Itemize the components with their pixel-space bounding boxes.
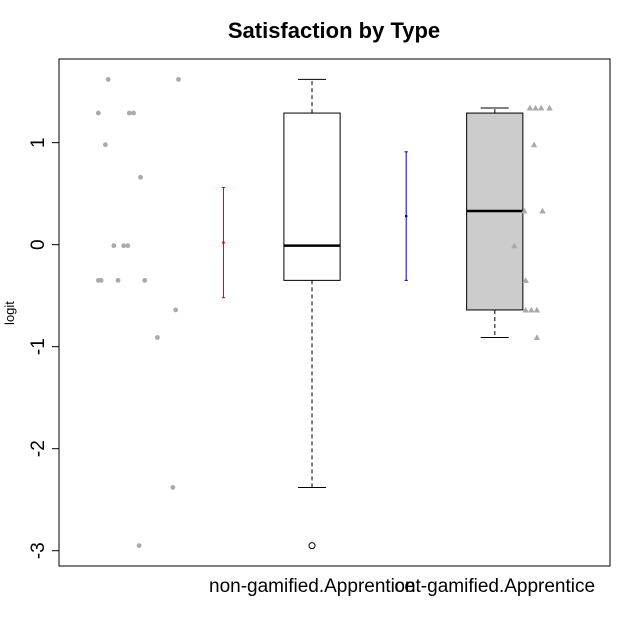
- x-tick-label: ont-gamified.Apprentice: [394, 576, 595, 597]
- x-tick-label: non-gamified.Apprentice: [209, 576, 415, 597]
- data-point: [521, 207, 528, 214]
- y-axis-label: logit: [2, 301, 17, 325]
- data-point: [95, 110, 101, 116]
- data-point: [530, 141, 538, 148]
- y-tick-label: 0: [28, 239, 49, 250]
- plot-marks: [95, 77, 553, 550]
- data-point: [105, 77, 111, 82]
- data-point: [532, 104, 539, 111]
- data-point: [102, 142, 108, 148]
- data-point: [511, 242, 518, 249]
- outlier-point: [308, 542, 316, 550]
- data-point: [173, 307, 179, 313]
- data-point: [125, 243, 131, 249]
- group-1: [95, 77, 341, 550]
- data-point: [126, 110, 132, 116]
- data-point: [115, 277, 121, 283]
- data-point: [170, 485, 176, 490]
- data-point: [528, 306, 535, 313]
- box: [283, 112, 341, 281]
- data-point: [537, 104, 545, 111]
- y-tick-label: -2: [28, 440, 49, 457]
- mean-point: [404, 214, 408, 218]
- data-point: [154, 335, 160, 340]
- data-point: [131, 110, 136, 116]
- data-point: [533, 334, 541, 341]
- group-2: [404, 104, 553, 341]
- data-point: [98, 277, 104, 283]
- chart-title: Satisfaction by Type: [228, 18, 440, 43]
- data-point: [539, 207, 546, 214]
- data-point: [522, 277, 529, 283]
- data-point: [546, 104, 553, 111]
- x-axis: non-gamified.Apprenticeont-gamified.Appr…: [209, 576, 595, 597]
- y-tick-label: 1: [28, 137, 49, 148]
- data-point: [121, 243, 127, 249]
- data-point: [136, 543, 142, 548]
- y-tick-label: -3: [28, 542, 49, 559]
- data-point: [142, 277, 148, 283]
- y-axis: -3 -2 -1 0 1: [28, 137, 60, 559]
- data-point: [533, 306, 541, 313]
- data-point: [111, 243, 117, 249]
- data-point: [526, 104, 534, 111]
- data-point: [522, 306, 529, 313]
- data-point: [176, 77, 181, 82]
- y-tick-label: -1: [28, 338, 49, 355]
- mean-point: [222, 241, 225, 244]
- data-point: [138, 174, 143, 180]
